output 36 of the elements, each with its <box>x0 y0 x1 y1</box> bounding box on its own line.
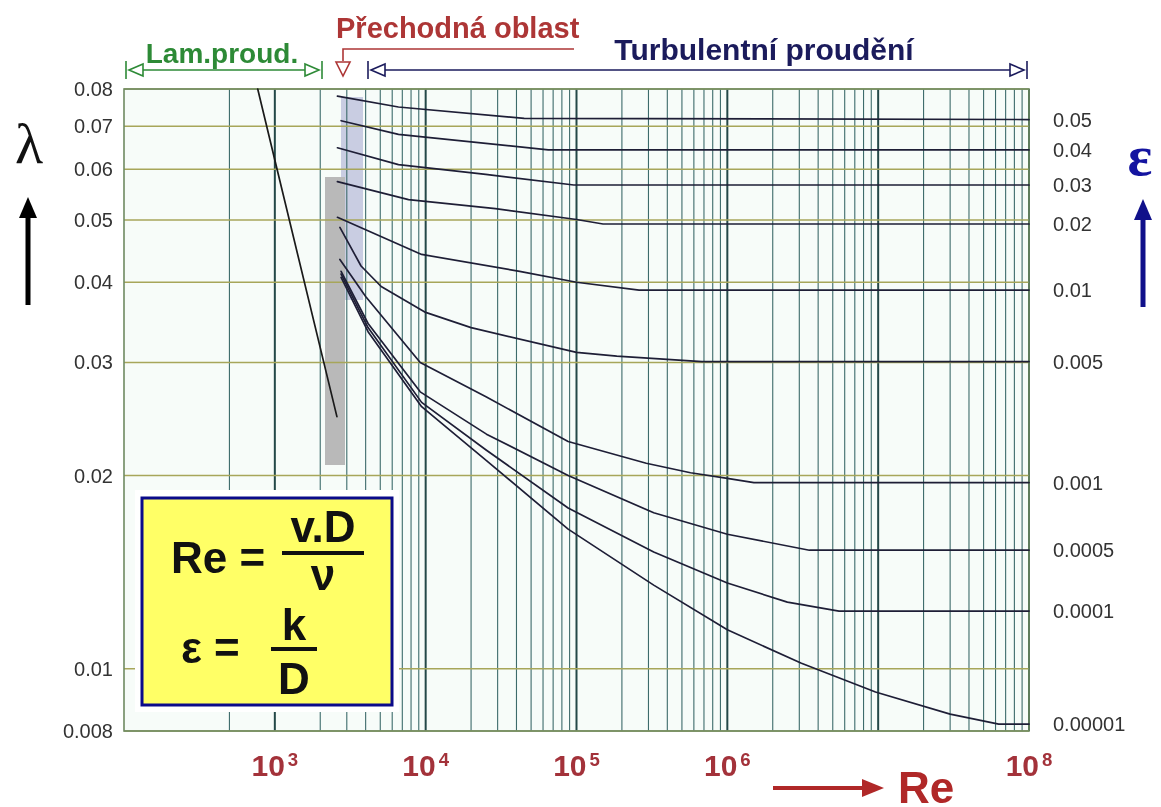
annotation: k <box>281 600 307 649</box>
annotation: v.D <box>290 502 356 551</box>
y-tick-label: 0.008 <box>62 720 113 742</box>
y-tick-label: 0.04 <box>74 271 113 294</box>
text: ε <box>1127 123 1153 188</box>
annotation: Re = <box>171 533 266 582</box>
annotation: ν <box>310 550 336 599</box>
series-label: 0.02 <box>1053 212 1092 235</box>
series-label: 0.04 <box>1053 138 1092 161</box>
x-tick-label: 10$^{5}$ <box>553 748 600 782</box>
y-tick-label: 0.07 <box>74 115 113 138</box>
series-label: 0.0001 <box>1053 600 1115 623</box>
x-tick-label: 10$^{4}$ <box>402 748 450 782</box>
y-tick-label: 0.02 <box>74 464 113 487</box>
x-tick-label: 10$^{6}$ <box>703 748 751 782</box>
series-label: 0.00001 <box>1053 713 1126 736</box>
y-tick-label: 0.01 <box>74 657 113 680</box>
text: Lam.proud. <box>145 38 299 69</box>
y-axis-title: λ <box>14 111 44 176</box>
series-label: 0.005 <box>1053 350 1104 373</box>
annotation: ε = <box>181 623 240 672</box>
x-tick-label: 10$^{3}$ <box>251 748 299 782</box>
x-axis-title: Re <box>898 763 955 807</box>
y-tick-label: 0.03 <box>74 351 113 374</box>
text: Přechodná oblast <box>336 12 580 44</box>
series-label: 0.03 <box>1053 173 1092 196</box>
series-label: 0.05 <box>1053 108 1092 131</box>
x-tick-label: 10$^{8}$ <box>1005 748 1053 782</box>
series-label: 0.001 <box>1053 471 1104 494</box>
series-label: 0.0005 <box>1053 539 1115 562</box>
y-tick-label: 0.08 <box>74 78 113 100</box>
y-tick-label: 0.05 <box>74 209 113 232</box>
annotation: D <box>278 654 310 703</box>
text: Turbulentní proudění <box>614 33 916 66</box>
y-tick-label: 0.06 <box>74 158 113 181</box>
series-label: 0.01 <box>1053 279 1092 302</box>
